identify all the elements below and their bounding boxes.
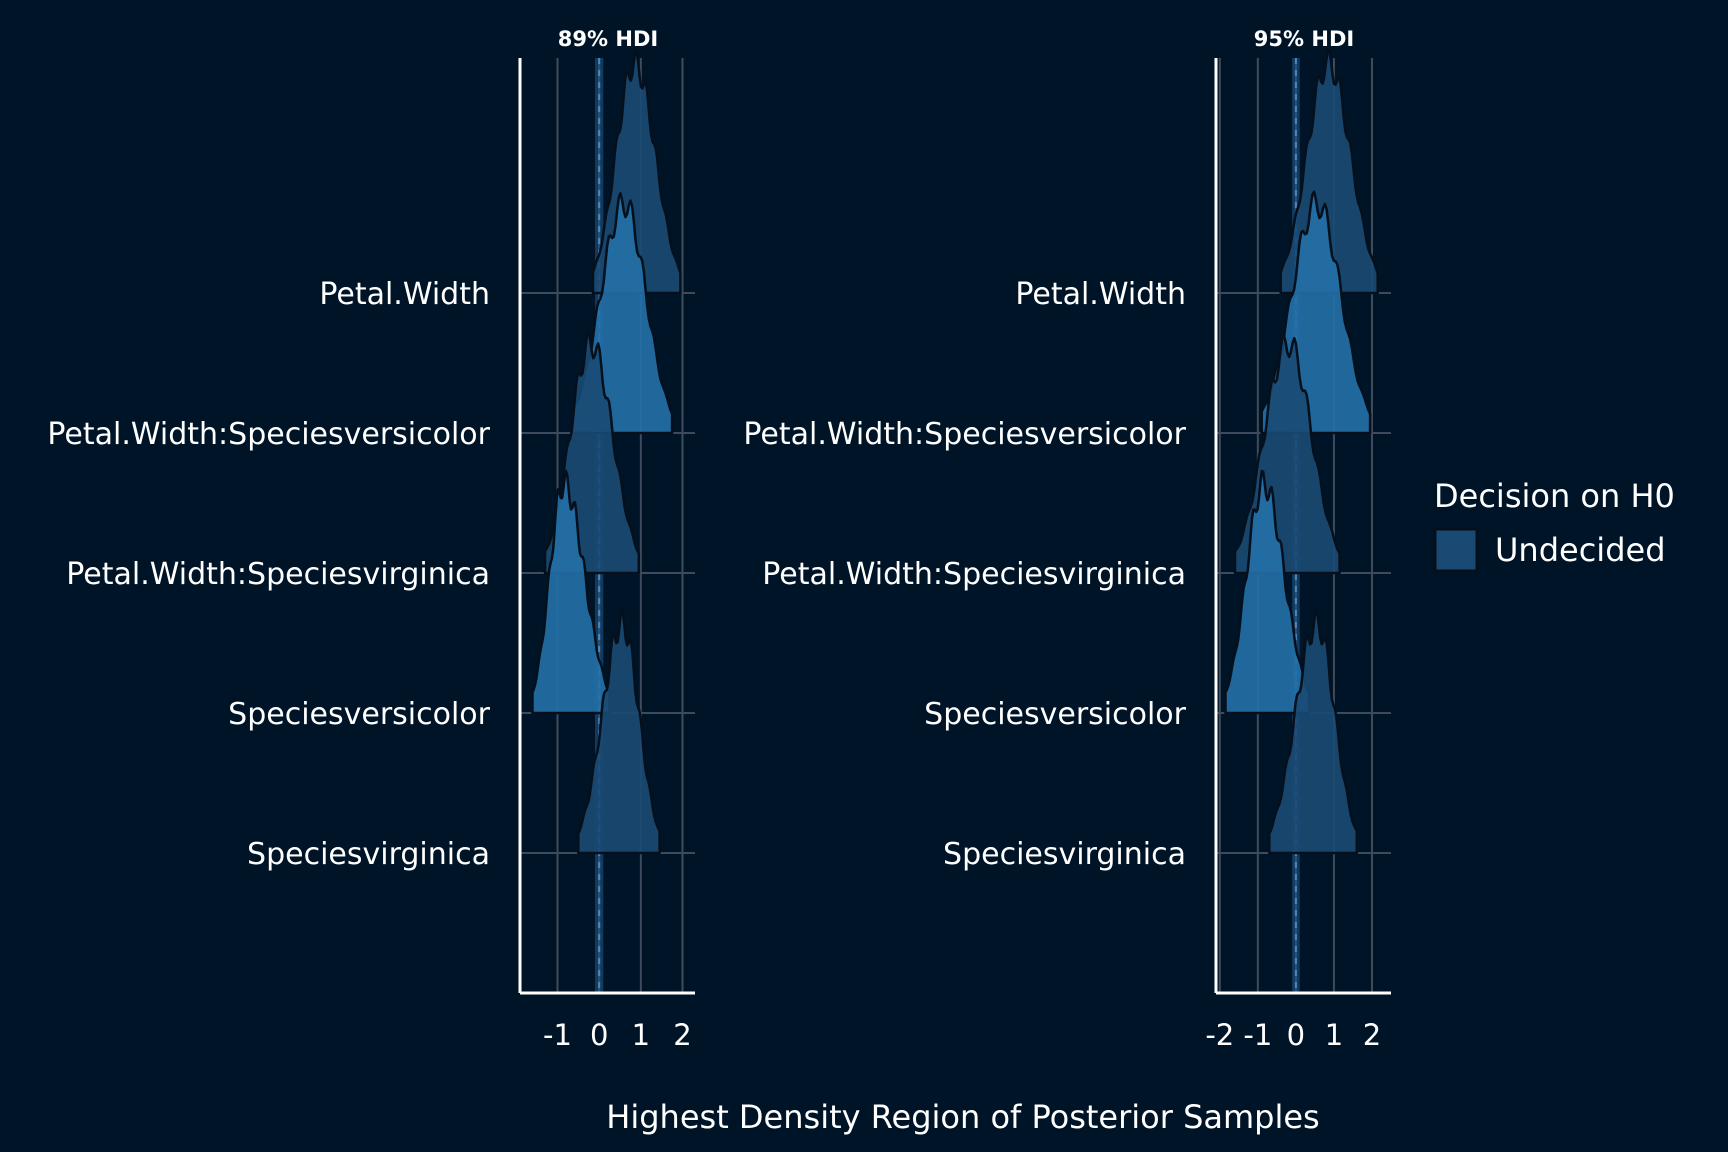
panel-1: 89% HDI -1 0 1 2 Petal.Width Petal.Width:Speci…	[47, 27, 695, 1052]
x-tick-label: -1	[543, 1018, 572, 1052]
y-tick-label: Petal.Width:Speciesvirginica	[66, 557, 490, 592]
legend-title: Decision on H0	[1434, 477, 1675, 515]
panel-title: 89% HDI	[558, 27, 658, 51]
x-tick-label: -2	[1205, 1018, 1234, 1052]
legend-label-undecided: Undecided	[1495, 531, 1666, 569]
y-tick-label: Speciesversicolor	[228, 697, 491, 732]
posterior-ridge	[577, 608, 661, 855]
chart-panels: 89% HDI-1 0 1 2Petal.WidthPetal.Width:Speci…	[47, 27, 1391, 1052]
y-tick-label: Speciesvirginica	[943, 837, 1186, 872]
posterior-ridge	[531, 469, 611, 715]
x-tick-label: 0	[1287, 1018, 1305, 1052]
panel-2: 95% HDI -2 -1 0 1 2 Petal.Width Petal.Width:Spe…	[743, 27, 1391, 1052]
y-tick-label: Speciesversicolor	[924, 697, 1187, 732]
panel-title: 95% HDI	[1254, 27, 1354, 51]
posterior-ridge	[1224, 469, 1311, 715]
x-tick-label: 0	[590, 1018, 608, 1052]
x-tick-label: 2	[1363, 1018, 1381, 1052]
x-tick-label: 1	[1325, 1018, 1343, 1052]
x-tick-label: -1	[1243, 1018, 1272, 1052]
y-tick-label: Petal.Width:Speciesversicolor	[743, 417, 1186, 452]
y-tick-label: Petal.Width:Speciesversicolor	[47, 417, 490, 452]
y-tick-label: Petal.Width	[1015, 277, 1186, 312]
y-tick-label: Speciesvirginica	[247, 837, 490, 872]
legend-swatch-undecided	[1433, 527, 1479, 573]
x-tick-label: 2	[673, 1018, 691, 1052]
x-axis-title: Highest Density Region of Posterior Samp…	[606, 1098, 1319, 1136]
y-tick-label: Petal.Width	[319, 277, 490, 312]
posterior-ridge	[1268, 608, 1359, 855]
y-tick-label: Petal.Width:Speciesvirginica	[762, 557, 1186, 592]
legend: Decision on H0 Undecided	[1433, 477, 1675, 573]
x-tick-label: 1	[632, 1018, 650, 1052]
